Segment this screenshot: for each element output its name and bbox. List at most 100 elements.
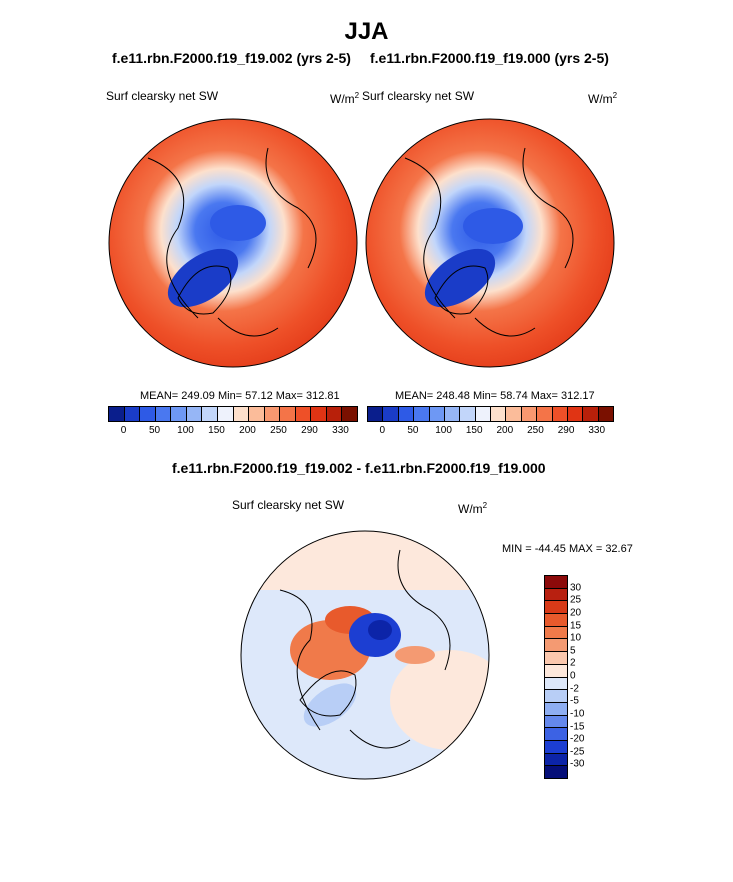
colorbar-tick-label: 25 bbox=[570, 594, 582, 606]
panel-1-unit-label: W/m2 bbox=[330, 91, 360, 106]
colorbar-tick-label: 150 bbox=[465, 425, 483, 436]
colorbar-swatch bbox=[140, 407, 156, 421]
difference-variable-label: Surf clearsky net SW bbox=[232, 498, 345, 512]
colorbar-tick-label: 330 bbox=[332, 425, 349, 436]
colorbar-swatch bbox=[342, 407, 357, 421]
colorbar-swatch bbox=[233, 407, 250, 421]
colorbar-swatch bbox=[545, 601, 567, 615]
difference-polar-map bbox=[240, 530, 490, 780]
panel-1-colorbar-ticks: 0 50 100 150 200 250 290 330 bbox=[108, 425, 356, 439]
colorbar-swatch bbox=[429, 407, 445, 421]
panel-1-variable-label: Surf clearsky net SW bbox=[106, 89, 219, 103]
colorbar-tick-label: 0 bbox=[570, 670, 576, 682]
colorbar-swatch bbox=[186, 407, 203, 421]
panel-1-case-title: f.e11.rbn.F2000.f19_f19.002 (yrs 2-5) bbox=[112, 50, 351, 66]
colorbar-swatch bbox=[217, 407, 234, 421]
colorbar-swatch bbox=[545, 740, 567, 754]
colorbar-tick-label: 330 bbox=[588, 425, 606, 436]
colorbar-swatch bbox=[311, 407, 327, 421]
colorbar-tick-label: 2 bbox=[570, 657, 576, 669]
colorbar-swatch bbox=[475, 407, 491, 421]
colorbar-tick-label: 10 bbox=[570, 632, 582, 644]
difference-colorbar bbox=[544, 575, 568, 779]
colorbar-swatch bbox=[249, 407, 265, 421]
colorbar-tick-label: 50 bbox=[148, 425, 161, 436]
colorbar-swatch bbox=[155, 407, 172, 421]
panel-2-polar-map bbox=[365, 118, 615, 368]
colorbar-tick-label: 100 bbox=[435, 425, 452, 436]
panel-1-stats: MEAN= 249.09 Min= 57.12 Max= 312.81 bbox=[140, 390, 340, 402]
colorbar-tick-label: 5 bbox=[570, 645, 576, 657]
difference-title: f.e11.rbn.F2000.f19_f19.002 - f.e11.rbn.… bbox=[172, 460, 546, 476]
colorbar-swatch bbox=[567, 407, 584, 421]
colorbar-swatch bbox=[460, 407, 476, 421]
colorbar-swatch bbox=[583, 407, 599, 421]
colorbar-swatch bbox=[545, 626, 567, 640]
colorbar-tick-label: 30 bbox=[570, 582, 582, 594]
colorbar-swatch bbox=[545, 576, 567, 589]
colorbar-swatch bbox=[326, 407, 343, 421]
colorbar-tick-label: -25 bbox=[570, 746, 585, 758]
colorbar-swatch bbox=[109, 407, 125, 421]
colorbar-swatch bbox=[537, 407, 553, 421]
colorbar-tick-label: 250 bbox=[270, 425, 287, 436]
colorbar-tick-label: 0 bbox=[120, 425, 127, 436]
colorbar-swatch bbox=[264, 407, 281, 421]
colorbar-swatch bbox=[383, 407, 399, 421]
colorbar-swatch bbox=[545, 715, 567, 729]
colorbar-tick-label: 20 bbox=[570, 607, 582, 619]
difference-stats: MIN = -44.45 MAX = 32.67 bbox=[502, 543, 633, 555]
colorbar-swatch bbox=[545, 690, 567, 703]
colorbar-tick-label: -20 bbox=[570, 733, 585, 745]
colorbar-tick-label: 50 bbox=[407, 425, 419, 436]
colorbar-swatch bbox=[521, 407, 538, 421]
colorbar-swatch bbox=[545, 664, 567, 678]
colorbar-swatch bbox=[545, 728, 567, 741]
colorbar-swatch bbox=[545, 702, 567, 716]
colorbar-tick-label: -5 bbox=[570, 695, 579, 707]
panel-2-case-title: f.e11.rbn.F2000.f19_f19.000 (yrs 2-5) bbox=[370, 50, 609, 66]
colorbar-swatch bbox=[124, 407, 141, 421]
colorbar-tick-label: 290 bbox=[301, 425, 318, 436]
colorbar-tick-label: -15 bbox=[570, 721, 585, 732]
colorbar-tick-label: 100 bbox=[177, 425, 194, 436]
panel-1-polar-map bbox=[108, 118, 358, 368]
colorbar-swatch bbox=[598, 407, 613, 421]
colorbar-swatch bbox=[444, 407, 461, 421]
colorbar-swatch bbox=[398, 407, 415, 421]
colorbar-tick-label: 250 bbox=[527, 425, 544, 436]
colorbar-swatch bbox=[202, 407, 218, 421]
colorbar-swatch bbox=[545, 614, 567, 627]
colorbar-swatch bbox=[552, 407, 568, 421]
colorbar-swatch bbox=[414, 407, 430, 421]
panel-2-colorbar bbox=[367, 406, 614, 422]
difference-colorbar-ticks: 30 25 20 15 10 5 2 0 -2 -5 -10 -15 -20 -25 -30 bbox=[570, 575, 600, 777]
colorbar-tick-label: -2 bbox=[570, 683, 579, 695]
colorbar-swatch bbox=[295, 407, 312, 421]
colorbar-swatch bbox=[491, 407, 507, 421]
colorbar-swatch bbox=[545, 588, 567, 602]
colorbar-swatch bbox=[545, 677, 567, 691]
figure-title: JJA bbox=[344, 18, 389, 45]
colorbar-swatch bbox=[280, 407, 296, 421]
panel-2-colorbar-ticks: 0 50 100 150 200 250 290 330 bbox=[367, 425, 612, 439]
colorbar-swatch bbox=[545, 766, 567, 778]
colorbar-tick-label: 200 bbox=[496, 425, 514, 436]
colorbar-swatch bbox=[545, 753, 567, 767]
colorbar-tick-label: 200 bbox=[239, 425, 256, 436]
colorbar-tick-label: 150 bbox=[208, 425, 225, 436]
colorbar-swatch bbox=[545, 639, 567, 653]
colorbar-swatch bbox=[171, 407, 187, 421]
panel-2-unit-label: W/m2 bbox=[588, 91, 618, 106]
panel-2-variable-label: Surf clearsky net SW bbox=[362, 89, 475, 103]
colorbar-tick-label: 15 bbox=[570, 620, 582, 631]
difference-unit-label: W/m2 bbox=[458, 501, 488, 516]
colorbar-tick-label: 290 bbox=[557, 425, 575, 436]
colorbar-tick-label: -10 bbox=[570, 708, 585, 720]
colorbar-swatch bbox=[368, 407, 384, 421]
colorbar-tick-label: 0 bbox=[379, 425, 386, 436]
panel-2-stats: MEAN= 248.48 Min= 58.74 Max= 312.17 bbox=[395, 390, 595, 402]
colorbar-swatch bbox=[506, 407, 522, 421]
colorbar-swatch bbox=[545, 652, 567, 665]
colorbar-tick-label: -30 bbox=[570, 758, 585, 770]
